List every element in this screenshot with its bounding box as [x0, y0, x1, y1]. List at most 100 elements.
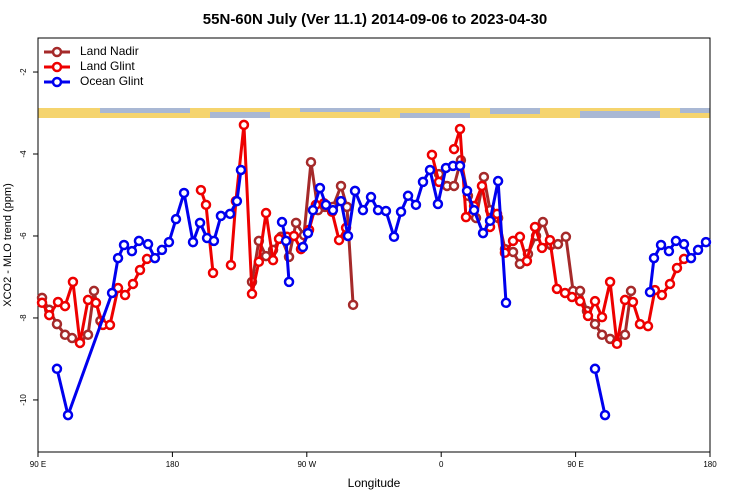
point [142, 238, 154, 250]
point [156, 244, 168, 256]
point [521, 255, 533, 267]
point [454, 123, 466, 135]
point [477, 227, 489, 239]
point [589, 295, 601, 307]
point [288, 230, 300, 242]
point [656, 289, 668, 301]
point [314, 182, 326, 194]
legend-marker [51, 76, 63, 88]
legend-label: Ocean Glint [80, 74, 144, 88]
point [574, 295, 586, 307]
point [551, 283, 563, 295]
point [43, 309, 55, 321]
point [663, 245, 675, 257]
point [454, 160, 466, 172]
point [74, 337, 86, 349]
point [67, 276, 79, 288]
point [208, 235, 220, 247]
point [235, 164, 247, 176]
point [402, 190, 414, 202]
point [260, 207, 272, 219]
point [118, 239, 130, 251]
point [395, 206, 407, 218]
point [225, 259, 237, 271]
point [692, 244, 704, 256]
point [448, 143, 460, 155]
point [566, 291, 578, 303]
point [671, 262, 683, 274]
legend-label: Land Glint [80, 59, 135, 73]
point [664, 278, 676, 290]
point [342, 230, 354, 242]
point [149, 252, 161, 264]
point [582, 310, 594, 322]
point [492, 175, 504, 187]
point [333, 234, 345, 246]
point [133, 235, 145, 247]
point [685, 252, 697, 264]
x-tick-label: 180 [166, 460, 180, 469]
point [127, 278, 139, 290]
point [51, 318, 63, 330]
x-axis-label: Longitude [348, 476, 401, 490]
point [596, 329, 608, 341]
point [410, 199, 422, 211]
point [36, 297, 48, 309]
point [544, 234, 556, 246]
point [112, 252, 124, 264]
point [589, 363, 601, 375]
point [231, 195, 243, 207]
point [106, 287, 118, 299]
point [432, 198, 444, 210]
point [90, 297, 102, 309]
point [417, 176, 429, 188]
point [163, 236, 175, 248]
point [187, 236, 199, 248]
point [297, 241, 309, 253]
point [611, 338, 623, 350]
point [178, 187, 190, 199]
point [335, 180, 347, 192]
y-tick-label: -10 [19, 394, 28, 406]
point [357, 204, 369, 216]
point [246, 288, 258, 300]
point [88, 285, 100, 297]
point [484, 215, 496, 227]
point [349, 185, 361, 197]
point [305, 156, 317, 168]
point [194, 217, 206, 229]
y-tick-label: -2 [19, 68, 28, 76]
point [224, 208, 236, 220]
point [619, 329, 631, 341]
point [461, 185, 473, 197]
point [625, 285, 637, 297]
point [599, 409, 611, 421]
point [200, 199, 212, 211]
point [596, 311, 608, 323]
point [468, 204, 480, 216]
point [307, 204, 319, 216]
point [678, 238, 690, 250]
point [529, 221, 541, 233]
legend-label: Land Nadir [80, 44, 139, 58]
point [634, 318, 646, 330]
point [302, 227, 314, 239]
point [207, 267, 219, 279]
point [426, 149, 438, 161]
point [280, 235, 292, 247]
point [589, 318, 601, 330]
map-strip [38, 108, 710, 118]
point [238, 119, 250, 131]
point [478, 171, 490, 183]
point [604, 276, 616, 288]
point [642, 320, 654, 332]
point [327, 204, 339, 216]
point [51, 363, 63, 375]
y-tick-label: -8 [19, 314, 28, 322]
point [500, 297, 512, 309]
point [627, 296, 639, 308]
legend-marker [51, 61, 63, 73]
point [460, 211, 472, 223]
y-tick-label: -4 [19, 150, 28, 158]
point [276, 216, 288, 228]
